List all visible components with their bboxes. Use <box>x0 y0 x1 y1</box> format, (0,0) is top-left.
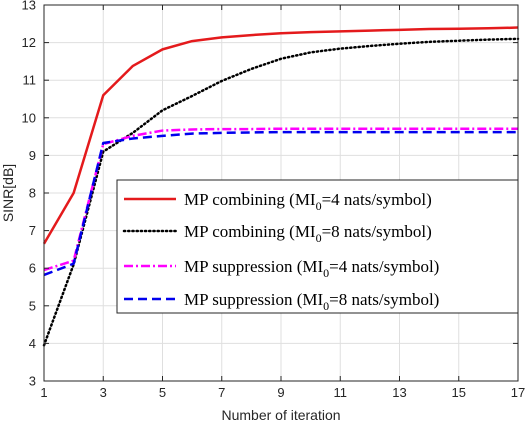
y-tick-label: 5 <box>29 298 36 313</box>
series-line-1 <box>42 26 519 245</box>
y-tick-label: 4 <box>29 336 36 351</box>
x-tick-label: 13 <box>392 385 406 400</box>
x-tick-label: 7 <box>218 385 225 400</box>
y-tick-label: 9 <box>29 148 36 163</box>
y-axis-title: SINR[dB] <box>0 164 16 222</box>
y-tick-label: 10 <box>22 110 36 125</box>
x-tick-label: 17 <box>511 385 525 400</box>
legend-label-4: MP suppression (MI0=8 nats/symbol) <box>184 290 439 313</box>
legend-label-2: MP combining (MI0=8 nats/symbol) <box>184 222 432 245</box>
legend-box <box>116 179 519 314</box>
y-tick-label: 6 <box>29 261 36 276</box>
x-tick-label: 1 <box>40 385 47 400</box>
series-line-3 <box>43 127 518 272</box>
y-tick-label: 7 <box>29 223 36 238</box>
series-line-4 <box>43 130 518 277</box>
x-axis-title: Number of iteration <box>221 407 340 423</box>
y-tick-label: 13 <box>22 0 36 13</box>
x-tick-label: 9 <box>277 385 284 400</box>
y-tick-label: 11 <box>23 73 37 88</box>
legend-label-1: MP combining (MI0=4 nats/symbol) <box>184 190 432 213</box>
y-tick-label: 8 <box>29 186 36 201</box>
y-tick-label: 3 <box>29 374 36 389</box>
series-layer <box>42 26 520 347</box>
legend: MP combining (MI0=4 nats/symbol) MP combi… <box>116 179 519 314</box>
x-tick-label: 15 <box>452 385 466 400</box>
x-tick-label: 11 <box>334 385 348 400</box>
x-tick-label: 3 <box>100 385 107 400</box>
x-tick-label: 5 <box>159 385 166 400</box>
y-tick-label: 12 <box>22 35 36 50</box>
legend-label-3: MP suppression (MI0=4 nats/symbol) <box>184 257 439 280</box>
